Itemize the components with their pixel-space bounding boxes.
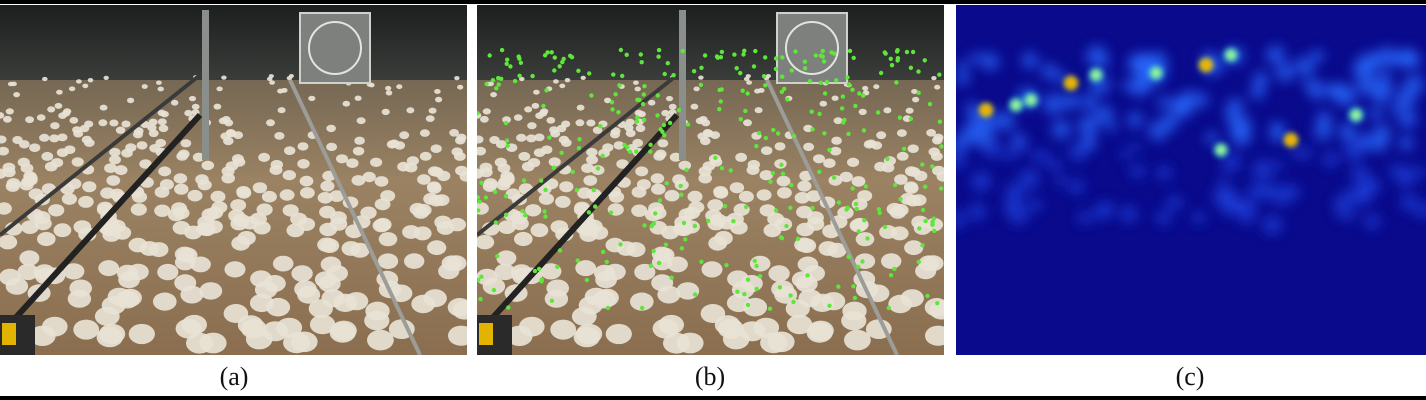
drinker-line (0, 112, 203, 338)
feeder-line (0, 73, 202, 237)
caption-a: (a) (219, 362, 249, 391)
photo-panel-b (477, 5, 944, 355)
density-map-panel (956, 5, 1426, 355)
annotation-points (477, 47, 944, 311)
ventilation-fan (299, 12, 371, 84)
density-heatmap (956, 5, 1426, 355)
poultry-house-photo (0, 5, 467, 355)
support-pillar (202, 10, 209, 160)
chick-flock (0, 74, 467, 354)
ventilation-fan (776, 12, 848, 84)
caption-c: (c) (1175, 362, 1205, 391)
photo-panel-a (0, 5, 467, 355)
annotated-poultry-house-photo (477, 5, 944, 355)
caption-b: (b) (694, 362, 726, 391)
bottom-border (0, 396, 1426, 400)
feeder-rail (288, 79, 422, 355)
top-border (0, 0, 1426, 4)
chick-flock (477, 74, 944, 354)
